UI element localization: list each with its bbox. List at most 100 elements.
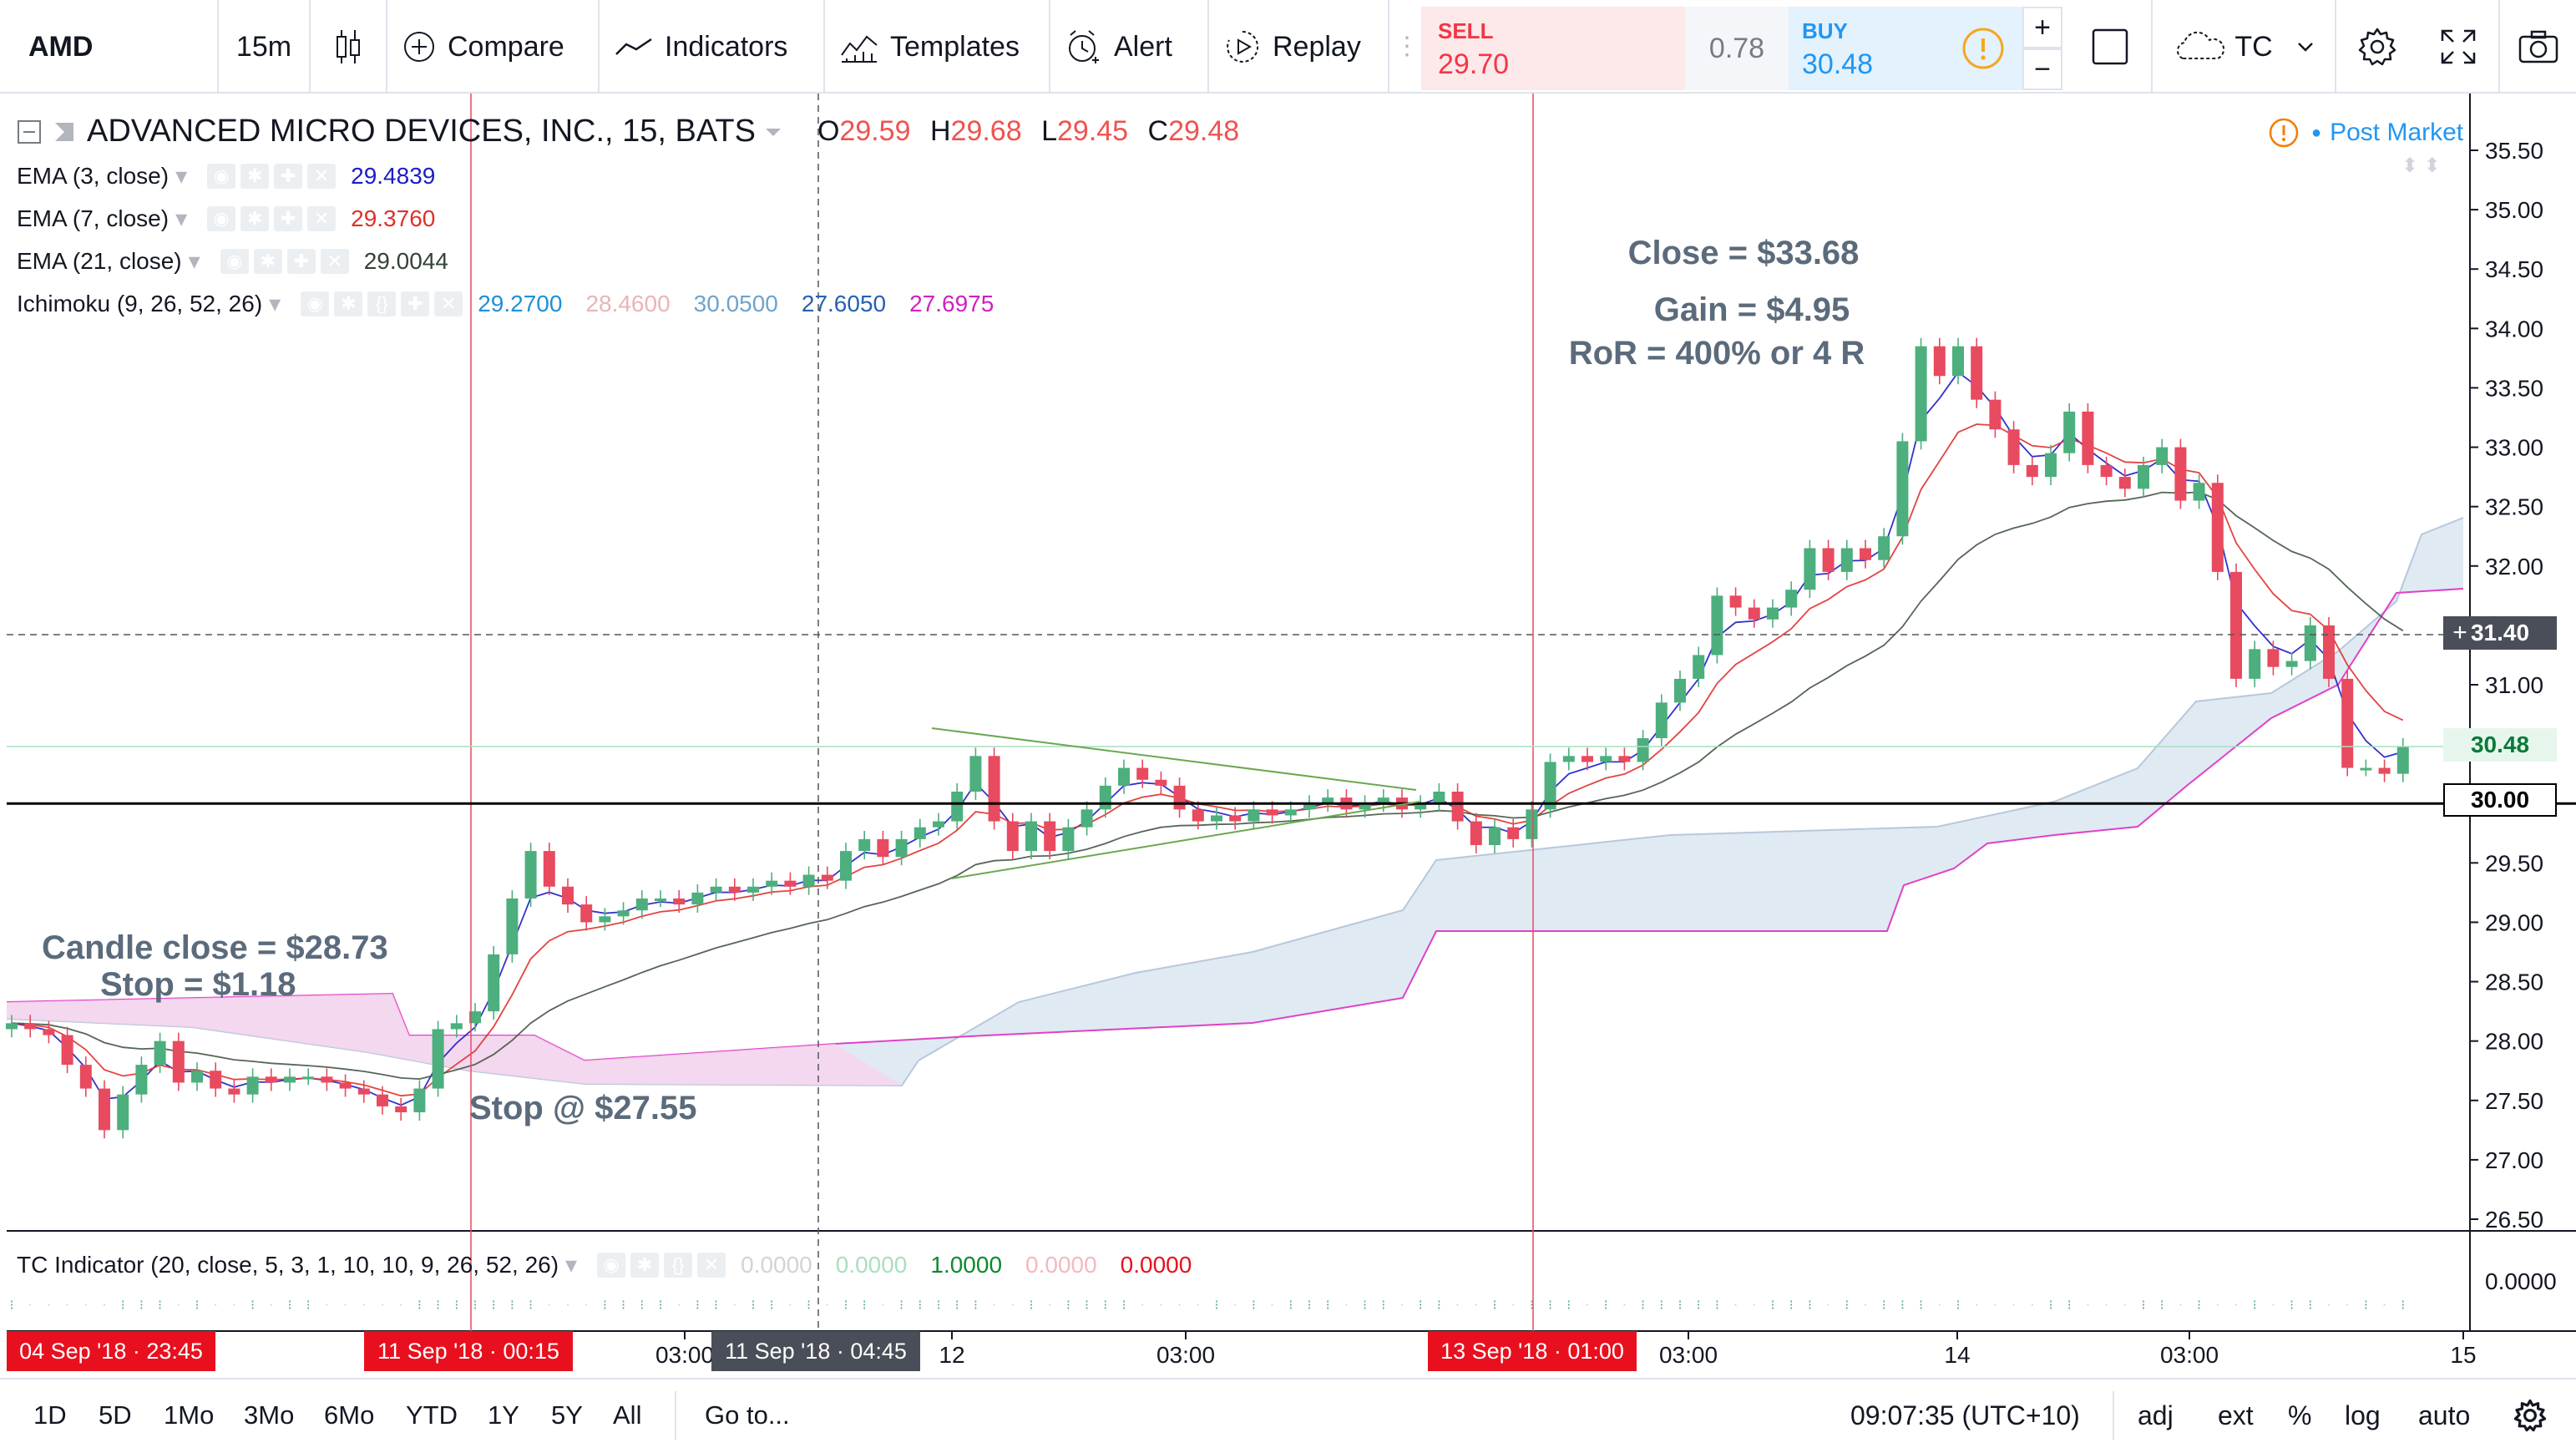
chart-settings-button[interactable] [2513, 1380, 2547, 1451]
indicators-button[interactable]: Indicators [600, 0, 825, 94]
candle-body [357, 1088, 370, 1095]
chevron-down-icon[interactable]: ▾ [269, 291, 281, 316]
tc-marker: ⁝ [1678, 1297, 1682, 1313]
tc-marker: ⁝ [158, 1297, 162, 1313]
scale-arrows[interactable]: ⬍ ⬍ [2401, 154, 2441, 177]
eye-icon[interactable]: ◉ [301, 291, 330, 316]
tc-marker: · [992, 1297, 996, 1313]
chart-type-button[interactable] [311, 0, 387, 94]
candle [284, 1068, 296, 1091]
range-3mo[interactable]: 3Mo [244, 1400, 295, 1430]
range-all[interactable]: All [613, 1400, 642, 1430]
candle [1544, 753, 1556, 818]
quantity-decrease-button[interactable]: − [2022, 48, 2062, 90]
close-icon[interactable]: ✕ [697, 1252, 726, 1278]
close-icon[interactable]: ✕ [320, 248, 349, 274]
flag-icon[interactable] [52, 119, 77, 144]
ext-toggle[interactable]: ext [2218, 1400, 2254, 1430]
auto-toggle[interactable]: auto [2418, 1400, 2471, 1430]
plus-icon[interactable]: ✚ [401, 291, 430, 316]
range-1d[interactable]: 1D [33, 1400, 67, 1430]
tc-marker: ⁝ [621, 1297, 625, 1313]
tc-marker: ⁝ [807, 1297, 811, 1313]
range-1mo[interactable]: 1Mo [164, 1400, 215, 1430]
tc-marker: ⁝ [287, 1297, 291, 1313]
candle-body [1933, 346, 1946, 377]
sell-button[interactable]: SELL 29.70 [1421, 7, 1685, 90]
gear-icon[interactable]: ✱ [630, 1252, 660, 1278]
range-5d[interactable]: 5D [99, 1400, 132, 1430]
close-icon[interactable]: ✕ [307, 205, 337, 231]
chevron-down-icon[interactable]: ▾ [565, 1252, 578, 1278]
eye-icon[interactable]: ◉ [207, 163, 236, 189]
gear-icon[interactable]: ✱ [240, 163, 270, 189]
alert-button[interactable]: Alert [1050, 0, 1209, 94]
symbol-search-button[interactable]: AMD [0, 0, 219, 94]
candle [1006, 813, 1019, 860]
candle [617, 902, 630, 925]
close-icon[interactable]: ✕ [307, 163, 337, 189]
clock-timezone[interactable]: 09:07:35 (UTC+10) [1850, 1400, 2080, 1430]
compare-button[interactable]: Compare [387, 0, 600, 94]
adj-toggle[interactable]: adj [2138, 1400, 2174, 1430]
price-tick-label: 26.50 [2485, 1207, 2543, 1233]
quantity-increase-button[interactable]: + [2022, 7, 2062, 48]
tc-marker: · [84, 1297, 88, 1313]
candle [1729, 587, 1742, 616]
percent-toggle[interactable]: % [2288, 1400, 2312, 1430]
settings-button[interactable] [2336, 0, 2418, 94]
legend-ema7[interactable]: EMA (7, close) ▾ ◉ ✱ ✚ ✕ 29.3760 [17, 205, 435, 232]
eye-icon[interactable]: ◉ [220, 248, 249, 274]
tc-marker: · [28, 1297, 33, 1313]
tc-marker: ⁝ [955, 1297, 959, 1313]
post-market-indicator[interactable]: ● Post Market [2268, 117, 2463, 149]
goto-button[interactable]: Go to... [705, 1400, 790, 1430]
plus-icon[interactable]: ✚ [274, 163, 303, 189]
range-5y[interactable]: 5Y [551, 1400, 583, 1430]
interval-button[interactable]: 15m [219, 0, 311, 94]
plus-icon[interactable]: ✚ [286, 248, 316, 274]
trade-info-button[interactable] [1944, 7, 2022, 90]
candle-body [2138, 464, 2149, 489]
candle [1971, 337, 1983, 408]
buy-button[interactable]: BUY 30.48 [1789, 7, 1944, 90]
symbol-label: AMD [28, 30, 94, 63]
chevron-down-icon[interactable]: ▾ [188, 248, 200, 274]
chevron-down-icon[interactable]: ▾ [175, 205, 188, 231]
eye-icon[interactable]: ◉ [597, 1252, 626, 1278]
range-1y[interactable]: 1Y [488, 1400, 519, 1430]
candle [43, 1020, 55, 1044]
symbol-description[interactable]: ADVANCED MICRO DEVICES, INC., 15, BATS [87, 114, 756, 149]
legend-ema21[interactable]: EMA (21, close) ▾ ◉ ✱ ✚ ✕ 29.0044 [17, 247, 448, 275]
candle [2360, 759, 2372, 777]
legend-ichimoku[interactable]: Ichimoku (9, 26, 52, 26) ▾ ◉ ✱{} ✚ ✕ 29.270… [17, 290, 994, 317]
gear-icon[interactable]: ✱ [240, 205, 270, 231]
chevron-down-icon[interactable]: ▾ [175, 163, 188, 189]
log-toggle[interactable]: log [2345, 1400, 2381, 1430]
legend-ema3[interactable]: EMA (3, close) ▾ ◉ ✱ ✚ ✕ 29.4839 [17, 162, 435, 190]
legend-dropdown-icon[interactable] [764, 126, 782, 138]
tc-marker: ⁝ [418, 1297, 422, 1313]
range-6mo[interactable]: 6Mo [324, 1400, 375, 1430]
candle-body [99, 1088, 110, 1131]
templates-button[interactable]: Templates [825, 0, 1050, 94]
layout-button[interactable] [2069, 0, 2153, 94]
cloud-save-button[interactable]: TC [2153, 0, 2336, 94]
range-ytd[interactable]: YTD [406, 1400, 458, 1430]
crosshair-plus-icon[interactable]: + [2452, 619, 2467, 646]
candle [821, 866, 833, 889]
gear-icon[interactable]: ✱ [334, 291, 363, 316]
candle [1025, 813, 1037, 860]
snapshot-button[interactable] [2500, 0, 2576, 94]
plus-icon[interactable]: ✚ [274, 205, 303, 231]
replay-button[interactable]: Replay [1209, 0, 1389, 94]
braces-icon[interactable]: {} [664, 1252, 693, 1278]
legend-tc-indicator[interactable]: TC Indicator (20, close, 5, 3, 1, 10, 10… [17, 1251, 1192, 1278]
eye-icon[interactable]: ◉ [207, 205, 236, 231]
gear-icon[interactable]: ✱ [253, 248, 282, 274]
fullscreen-button[interactable] [2418, 0, 2500, 94]
braces-icon[interactable]: {} [367, 291, 397, 316]
collapse-legend-icon[interactable] [17, 119, 42, 144]
close-icon[interactable]: ✕ [434, 291, 463, 316]
